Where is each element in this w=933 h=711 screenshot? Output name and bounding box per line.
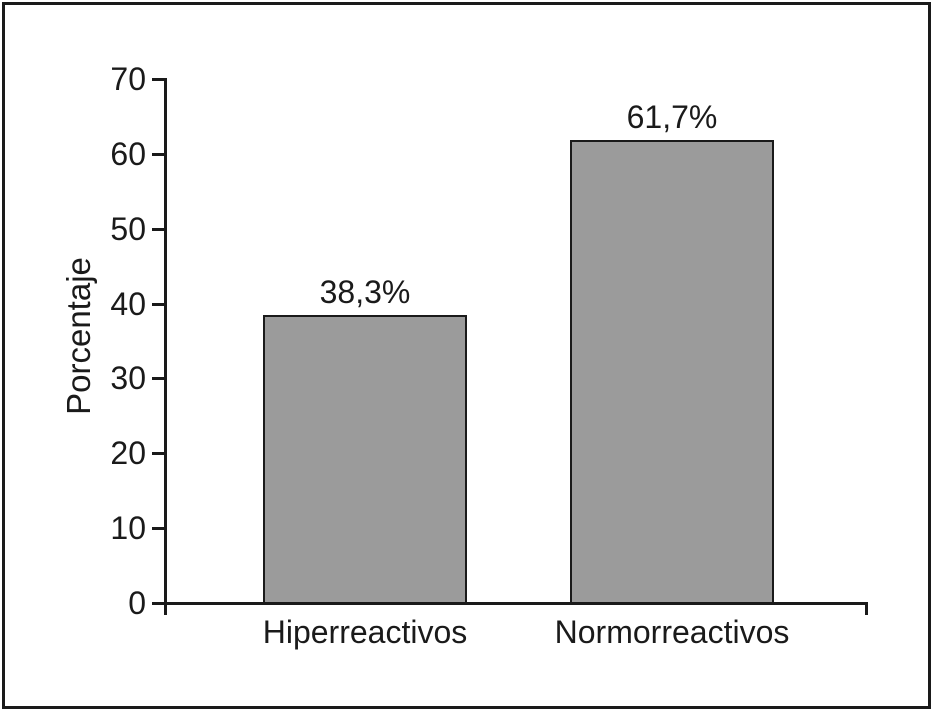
bar-value-label: 38,3%	[319, 274, 411, 310]
y-tick-mark	[152, 303, 164, 306]
y-tick-mark	[152, 527, 164, 530]
y-tick-mark	[152, 377, 164, 380]
x-category-label: Normorreactivos	[554, 614, 790, 650]
y-tick-label: 30	[110, 360, 146, 396]
y-tick-mark	[152, 228, 164, 231]
y-tick-mark	[152, 452, 164, 455]
y-tick-label: 0	[128, 585, 146, 621]
x-category-label: Hiperreactivos	[262, 614, 468, 650]
bar-normorreactivos	[570, 140, 774, 602]
y-tick-label: 40	[110, 286, 146, 322]
y-tick-mark	[152, 602, 164, 605]
y-tick-mark	[152, 153, 164, 156]
y-tick-label: 10	[110, 510, 146, 546]
y-tick-label: 70	[110, 61, 146, 97]
x-axis-end-tick	[865, 602, 868, 615]
bar-value-label: 61,7%	[626, 99, 718, 135]
y-tick-mark	[152, 78, 164, 81]
y-tick-label: 60	[110, 136, 146, 172]
bar-hiperreactivos	[263, 315, 467, 602]
y-axis-line	[164, 78, 167, 615]
x-axis-line	[164, 602, 868, 605]
y-tick-label: 20	[110, 435, 146, 471]
y-tick-label: 50	[110, 211, 146, 247]
